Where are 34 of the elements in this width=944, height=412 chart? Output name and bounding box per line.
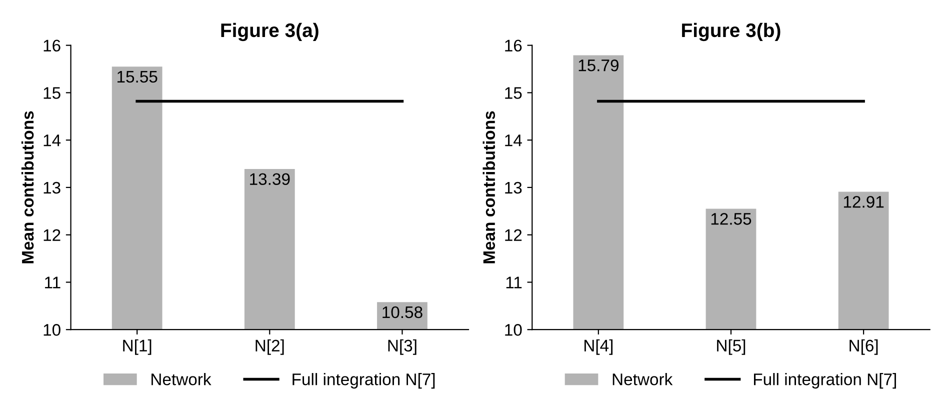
legend-label: Full integration N[7] [292, 373, 435, 389]
data-label: 15.55 [118, 71, 158, 83]
y-tick-label: 15 [44, 87, 60, 99]
y-tick-label: 14 [505, 134, 522, 146]
y-tick-label: 12 [505, 229, 522, 241]
y-tick-label: 10 [44, 324, 60, 336]
x-tick-label: N[2] [256, 339, 284, 355]
y-tick-label: 10 [505, 324, 522, 336]
legend-label: Full integration N[7] [754, 373, 896, 389]
data-label: 10.58 [382, 306, 422, 318]
y-tick-label: 13 [44, 182, 60, 194]
y-axis-title: Mean contributions [21, 111, 34, 264]
y-tick-label: 16 [44, 40, 60, 52]
chart-title: Figure 3(b) [682, 22, 780, 42]
y-tick-label: 15 [505, 87, 522, 99]
data-label: 12.55 [711, 213, 752, 225]
y-tick-label: 13 [505, 182, 522, 194]
x-tick-label: N[3] [388, 339, 416, 355]
x-tick-label: N[4] [584, 339, 613, 355]
y-tick-label: 11 [45, 276, 60, 288]
legend-label: Network [612, 373, 673, 386]
legend-label: Network [152, 373, 212, 386]
chart-title: Figure 3(a) [221, 22, 318, 42]
data-label: 15.79 [578, 60, 618, 72]
y-tick-label: 12 [44, 229, 60, 241]
y-tick-label: 14 [44, 134, 61, 146]
y-axis-title: Mean contributions [482, 111, 496, 264]
y-tick-label: 11 [506, 276, 522, 288]
data-label: 12.91 [844, 196, 884, 208]
y-tick-label: 16 [505, 40, 522, 52]
data-label: 13.39 [250, 173, 290, 186]
x-tick-label: N[5] [717, 339, 746, 355]
x-tick-label: N[6] [850, 339, 878, 355]
x-tick-label: N[1] [123, 339, 152, 355]
